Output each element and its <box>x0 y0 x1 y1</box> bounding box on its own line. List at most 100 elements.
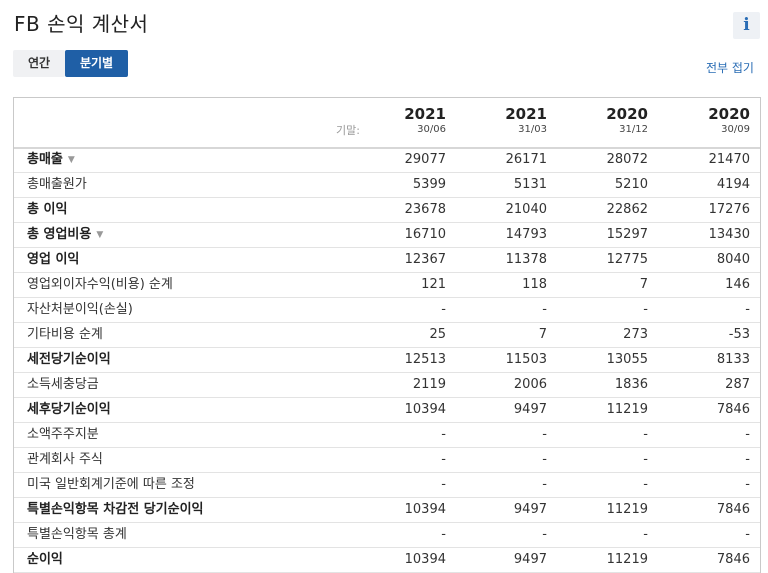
table-cell: - <box>643 452 648 467</box>
table-row: 소득세충당금 2119 2006 1836 287 <box>14 373 760 398</box>
table-cell: 13055 <box>606 352 648 367</box>
column-year: 2021 <box>404 105 446 123</box>
table-cell: 7846 <box>716 502 750 517</box>
table-cell: 7 <box>639 277 648 292</box>
table-row: 특별손익항목 차감전 당기순이익 10394 9497 11219 7846 <box>14 498 760 523</box>
table-row: 미국 일반회계기준에 따른 조정 - - - - <box>14 473 760 498</box>
table-cell: 11378 <box>505 252 547 267</box>
row-label-text: 세전당기순이익 <box>27 352 111 367</box>
table-cell: 118 <box>522 277 547 292</box>
table-cell: 7846 <box>716 402 750 417</box>
table-cell: - <box>542 427 547 442</box>
table-row: 소액주주지분 - - - - <box>14 423 760 448</box>
collapse-all-link[interactable]: 전부 접기 <box>706 61 754 75</box>
chevron-down-icon[interactable]: ▼ <box>96 230 104 240</box>
row-label-text: 총 영업비용 <box>27 227 92 242</box>
table-cell: 121 <box>421 277 446 292</box>
table-cell: 14793 <box>505 227 547 242</box>
table-cell: 4194 <box>716 177 750 192</box>
row-label-text: 자산처분이익(손실) <box>27 302 133 317</box>
row-label: 특별손익항목 차감전 당기순이익 <box>27 498 204 522</box>
chevron-down-icon[interactable]: ▼ <box>67 155 75 165</box>
table-cell: 10394 <box>404 552 446 567</box>
table-cell: 5210 <box>614 177 648 192</box>
table-cell: 17276 <box>708 202 750 217</box>
table-cell: - <box>745 427 750 442</box>
table-cell: 7 <box>538 327 547 342</box>
table-cell: 1836 <box>614 377 648 392</box>
period-end-label: 기말: <box>336 124 360 137</box>
table-row: 기타비용 순계 25 7 273 -53 <box>14 323 760 348</box>
column-date: 30/09 <box>721 124 750 135</box>
table-cell: 7846 <box>716 552 750 567</box>
table-cell: - <box>643 302 648 317</box>
info-icon[interactable]: i <box>733 12 760 39</box>
row-label: 관계회사 주식 <box>27 448 103 472</box>
column-date: 30/06 <box>417 124 446 135</box>
table-cell: 25 <box>429 327 446 342</box>
row-label: 소액주주지분 <box>27 423 99 447</box>
row-label-text: 소득세충당금 <box>27 377 99 392</box>
table-cell: 5399 <box>412 177 446 192</box>
column-year: 2021 <box>505 105 547 123</box>
row-label-text: 특별손익항목 총계 <box>27 527 127 542</box>
table-cell: 16710 <box>404 227 446 242</box>
table-cell: 15297 <box>606 227 648 242</box>
row-label: 영업 이익 <box>27 248 79 272</box>
table-cell: 287 <box>725 377 750 392</box>
row-label: 순이익 <box>27 548 63 572</box>
tab-quarterly[interactable]: 분기별 <box>65 50 128 77</box>
table-cell: 11503 <box>505 352 547 367</box>
table-header: 기말: 2021 30/06 2021 31/03 2020 31/12 202… <box>14 98 760 149</box>
table-cell: 8040 <box>716 252 750 267</box>
table-cell: 2119 <box>412 377 446 392</box>
table-cell: 12513 <box>404 352 446 367</box>
table-cell: - <box>542 452 547 467</box>
row-label-text: 총매출 <box>27 152 63 167</box>
table-cell: 13430 <box>708 227 750 242</box>
row-label-text: 기타비용 순계 <box>27 327 103 342</box>
row-label: 특별손익항목 총계 <box>27 523 127 547</box>
row-label-text: 소액주주지분 <box>27 427 99 442</box>
table-row: 영업 이익 12367 11378 12775 8040 <box>14 248 760 273</box>
table-cell: - <box>643 427 648 442</box>
table-cell: 21470 <box>708 152 750 167</box>
table-row: 특별손익항목 총계 - - - - <box>14 523 760 548</box>
row-label: 미국 일반회계기준에 따른 조정 <box>27 473 195 497</box>
table-row: 총 영업비용 ▼ 16710 14793 15297 13430 <box>14 223 760 248</box>
row-label[interactable]: 총 영업비용 ▼ <box>27 223 103 247</box>
table-row: 자산처분이익(손실) - - - - <box>14 298 760 323</box>
table-cell: 5131 <box>513 177 547 192</box>
table-cell: - <box>441 527 446 542</box>
row-label-text: 세후당기순이익 <box>27 402 111 417</box>
table-cell: - <box>643 477 648 492</box>
table-row: 관계회사 주식 - - - - <box>14 448 760 473</box>
table-cell: - <box>745 527 750 542</box>
column-date: 31/03 <box>518 124 547 135</box>
table-cell: 146 <box>725 277 750 292</box>
table-cell: 8133 <box>716 352 750 367</box>
table-row: 세후당기순이익 10394 9497 11219 7846 <box>14 398 760 423</box>
table-cell: - <box>441 477 446 492</box>
table-row: 세전당기순이익 12513 11503 13055 8133 <box>14 348 760 373</box>
tab-annual[interactable]: 연간 <box>13 50 65 77</box>
row-label: 세후당기순이익 <box>27 398 111 422</box>
row-label: 세전당기순이익 <box>27 348 111 372</box>
table-cell: 11219 <box>606 402 648 417</box>
row-label[interactable]: 총매출 ▼ <box>27 148 75 172</box>
table-row: 총매출원가 5399 5131 5210 4194 <box>14 173 760 198</box>
table-cell: - <box>745 302 750 317</box>
table-cell: - <box>542 302 547 317</box>
table-cell: 12775 <box>606 252 648 267</box>
table-cell: 11219 <box>606 502 648 517</box>
table-cell: - <box>441 427 446 442</box>
table-cell: 9497 <box>513 502 547 517</box>
row-label-text: 관계회사 주식 <box>27 452 103 467</box>
table-cell: - <box>542 527 547 542</box>
table-cell: 12367 <box>404 252 446 267</box>
page-title: FB 손익 계산서 <box>14 12 149 36</box>
row-label: 총매출원가 <box>27 173 87 197</box>
table-cell: 10394 <box>404 402 446 417</box>
table-cell: - <box>542 477 547 492</box>
table-cell: 11219 <box>606 552 648 567</box>
